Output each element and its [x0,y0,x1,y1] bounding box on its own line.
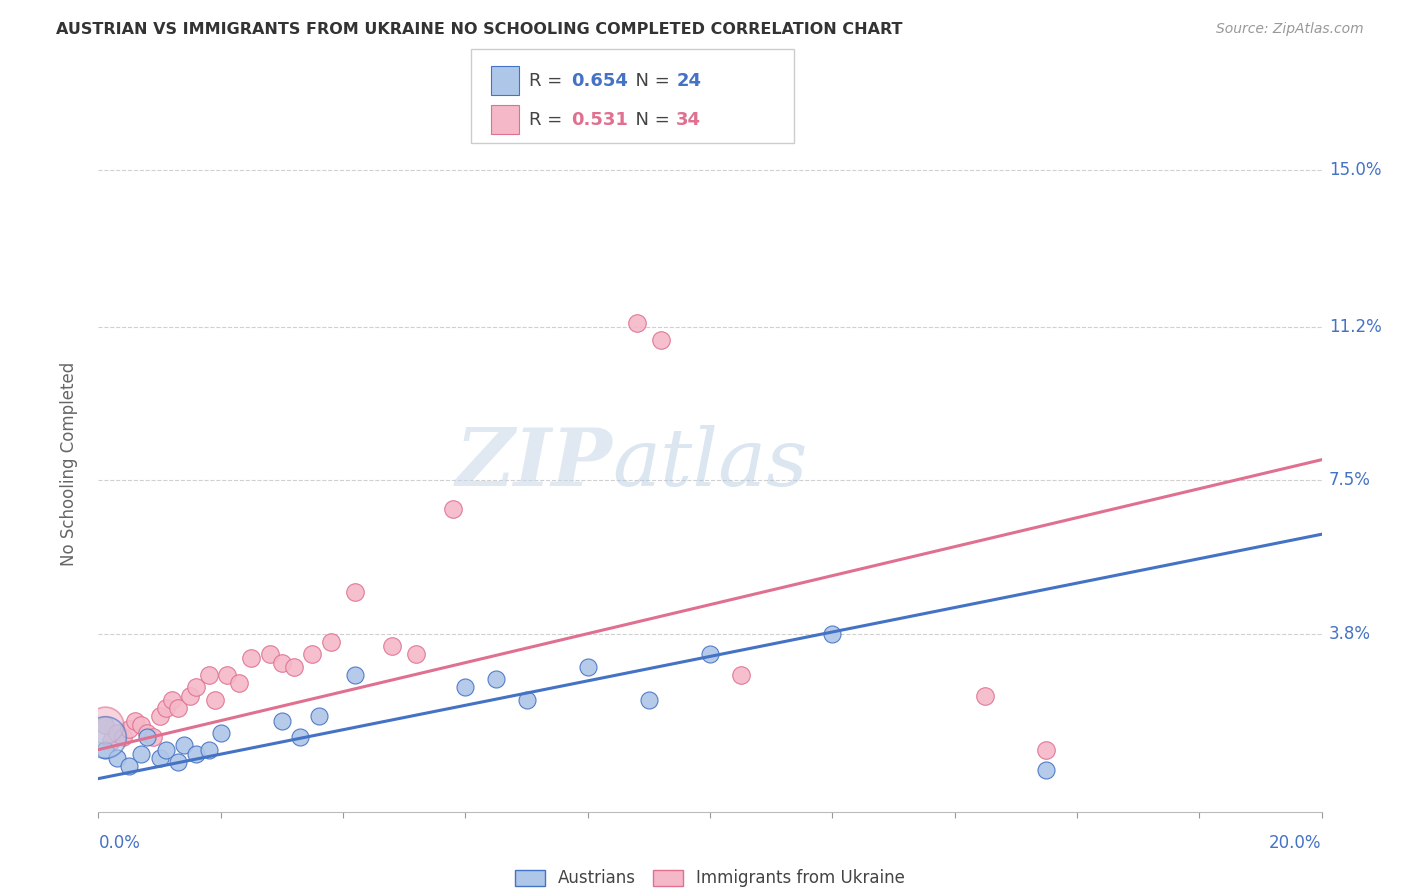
Point [149,709,172,723]
Point [186,747,208,761]
Point [100,734,122,748]
Point [516,693,538,707]
Text: atlas: atlas [612,425,807,502]
Point [308,709,330,723]
Text: 15.0%: 15.0% [1329,161,1381,178]
Point [381,639,404,653]
Point [124,714,146,728]
Text: N =: N = [624,111,676,128]
Text: N =: N = [624,71,676,89]
Point [93,742,115,756]
Text: 20.0%: 20.0% [1270,834,1322,852]
Point [637,693,661,707]
Point [301,648,323,662]
Text: ZIP: ZIP [456,425,612,502]
Point [155,742,177,756]
Point [167,701,190,715]
Text: 11.2%: 11.2% [1329,318,1382,336]
Point [142,730,165,744]
Point [155,701,177,715]
Point [197,742,219,756]
Point [699,648,721,662]
Point [215,668,238,682]
Text: 34: 34 [676,111,702,128]
Text: 0.654: 0.654 [571,71,627,89]
Point [319,635,342,649]
Point [136,730,159,744]
Point [259,648,281,662]
Point [626,316,648,330]
Point [179,689,201,703]
Point [974,689,997,703]
Point [240,651,263,665]
Point [209,726,232,740]
Point [149,751,172,765]
Point [405,648,427,662]
Text: Source: ZipAtlas.com: Source: ZipAtlas.com [1216,22,1364,37]
Point [197,668,219,682]
Point [129,747,152,761]
Point [167,755,190,769]
Text: R =: R = [529,111,568,128]
Point [93,717,115,731]
Text: 0.531: 0.531 [571,111,627,128]
Point [111,730,134,744]
Point [454,681,477,695]
Point [160,693,183,707]
Point [118,722,141,736]
Text: 3.8%: 3.8% [1329,624,1371,642]
Legend: Austrians, Immigrants from Ukraine: Austrians, Immigrants from Ukraine [508,863,912,892]
Point [105,726,128,740]
Text: AUSTRIAN VS IMMIGRANTS FROM UKRAINE NO SCHOOLING COMPLETED CORRELATION CHART: AUSTRIAN VS IMMIGRANTS FROM UKRAINE NO S… [56,22,903,37]
Point [1035,764,1057,778]
Point [283,660,305,674]
Point [186,681,208,695]
Point [650,333,672,347]
Text: 0.0%: 0.0% [98,834,141,852]
Point [270,656,292,670]
Point [344,668,367,682]
Point [204,693,226,707]
Point [129,717,152,731]
Point [136,726,159,740]
Point [576,660,599,674]
Point [270,714,292,728]
Text: 24: 24 [676,71,702,89]
Point [344,585,367,599]
Point [441,502,464,516]
Point [93,717,115,731]
Point [105,751,128,765]
Y-axis label: No Schooling Completed: No Schooling Completed [59,362,77,566]
Point [93,730,115,744]
Point [1035,742,1057,756]
Point [290,730,312,744]
Point [821,626,844,640]
Point [118,759,141,773]
Point [730,668,752,682]
Point [173,739,195,753]
Point [228,676,250,690]
Text: 7.5%: 7.5% [1329,471,1371,490]
Point [485,672,508,686]
Text: R =: R = [529,71,568,89]
